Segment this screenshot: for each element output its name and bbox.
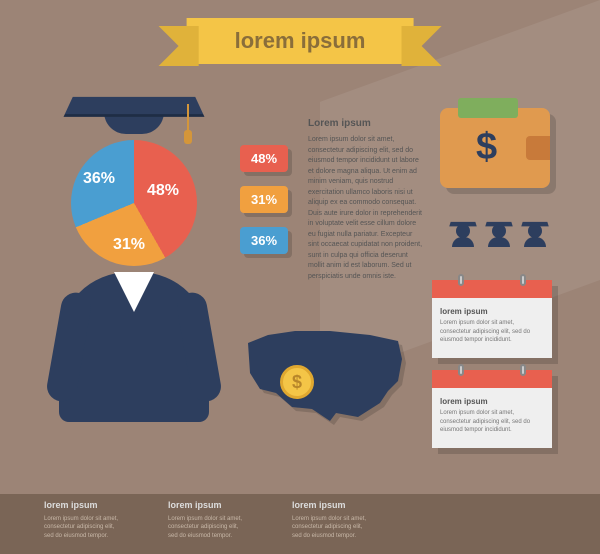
wallet-icon: $: [440, 108, 550, 188]
title-text: lorem ipsum: [187, 18, 414, 64]
footer-columns: lorem ipsum Lorem ipsum dolor sit amet, …: [44, 499, 372, 540]
calendar-stack: lorem ipsum Lorem ipsum dolor sit amet, …: [432, 280, 552, 460]
footer-1-title: lorem ipsum: [168, 499, 248, 512]
cal-1-text: Lorem ipsum dolor sit amet, consectetur …: [440, 409, 544, 434]
footer-col-1: lorem ipsum Lorem ipsum dolor sit amet, …: [168, 499, 248, 540]
chip-1: 31%: [240, 186, 288, 213]
dollar-icon: $: [476, 126, 497, 169]
graduation-cap-icon: [69, 90, 199, 134]
calendar-card-0: lorem ipsum Lorem ipsum dolor sit amet, …: [432, 280, 552, 358]
pie-label-1: 31%: [113, 236, 145, 254]
body-text-block: Lorem ipsum Lorem ipsum dolor sit amet, …: [308, 116, 423, 282]
calendar-card-1: lorem ipsum Lorem ipsum dolor sit amet, …: [432, 370, 552, 448]
body-heading: Lorem ipsum: [308, 116, 423, 131]
stat-chips: 48% 31% 36%: [240, 145, 288, 268]
coin-icon: $: [280, 365, 314, 399]
cal-0-title: lorem ipsum: [440, 306, 544, 317]
graduation-gown-icon: [59, 272, 209, 422]
footer-2-title: lorem ipsum: [292, 499, 372, 512]
footer-col-0: lorem ipsum Lorem ipsum dolor sit amet, …: [44, 499, 124, 540]
footer-col-2: lorem ipsum Lorem ipsum dolor sit amet, …: [292, 499, 372, 540]
cal-1-title: lorem ipsum: [440, 396, 544, 407]
graduate-row-icon: [452, 220, 546, 246]
infographic-canvas: lorem ipsum 48% 31% 36% 48% 31% 36% Lore…: [0, 0, 600, 554]
footer-1-text: Lorem ipsum dolor sit amet, consectetur …: [168, 515, 248, 540]
cal-0-text: Lorem ipsum dolor sit amet, consectetur …: [440, 319, 544, 344]
footer-2-text: Lorem ipsum dolor sit amet, consectetur …: [292, 515, 372, 540]
footer-0-text: Lorem ipsum dolor sit amet, consectetur …: [44, 515, 124, 540]
pie-label-0: 48%: [147, 182, 179, 200]
body-copy: Lorem ipsum dolor sit amet, consectetur …: [308, 135, 423, 282]
footer-0-title: lorem ipsum: [44, 499, 124, 512]
pie-chart: 48% 31% 36%: [71, 140, 197, 266]
chip-0: 48%: [240, 145, 288, 172]
graduate-figure: 48% 31% 36%: [44, 90, 224, 422]
chip-2: 36%: [240, 227, 288, 254]
title-ribbon: lorem ipsum: [187, 18, 414, 64]
usa-map-icon: $: [240, 325, 410, 430]
pie-label-2: 36%: [83, 170, 115, 188]
